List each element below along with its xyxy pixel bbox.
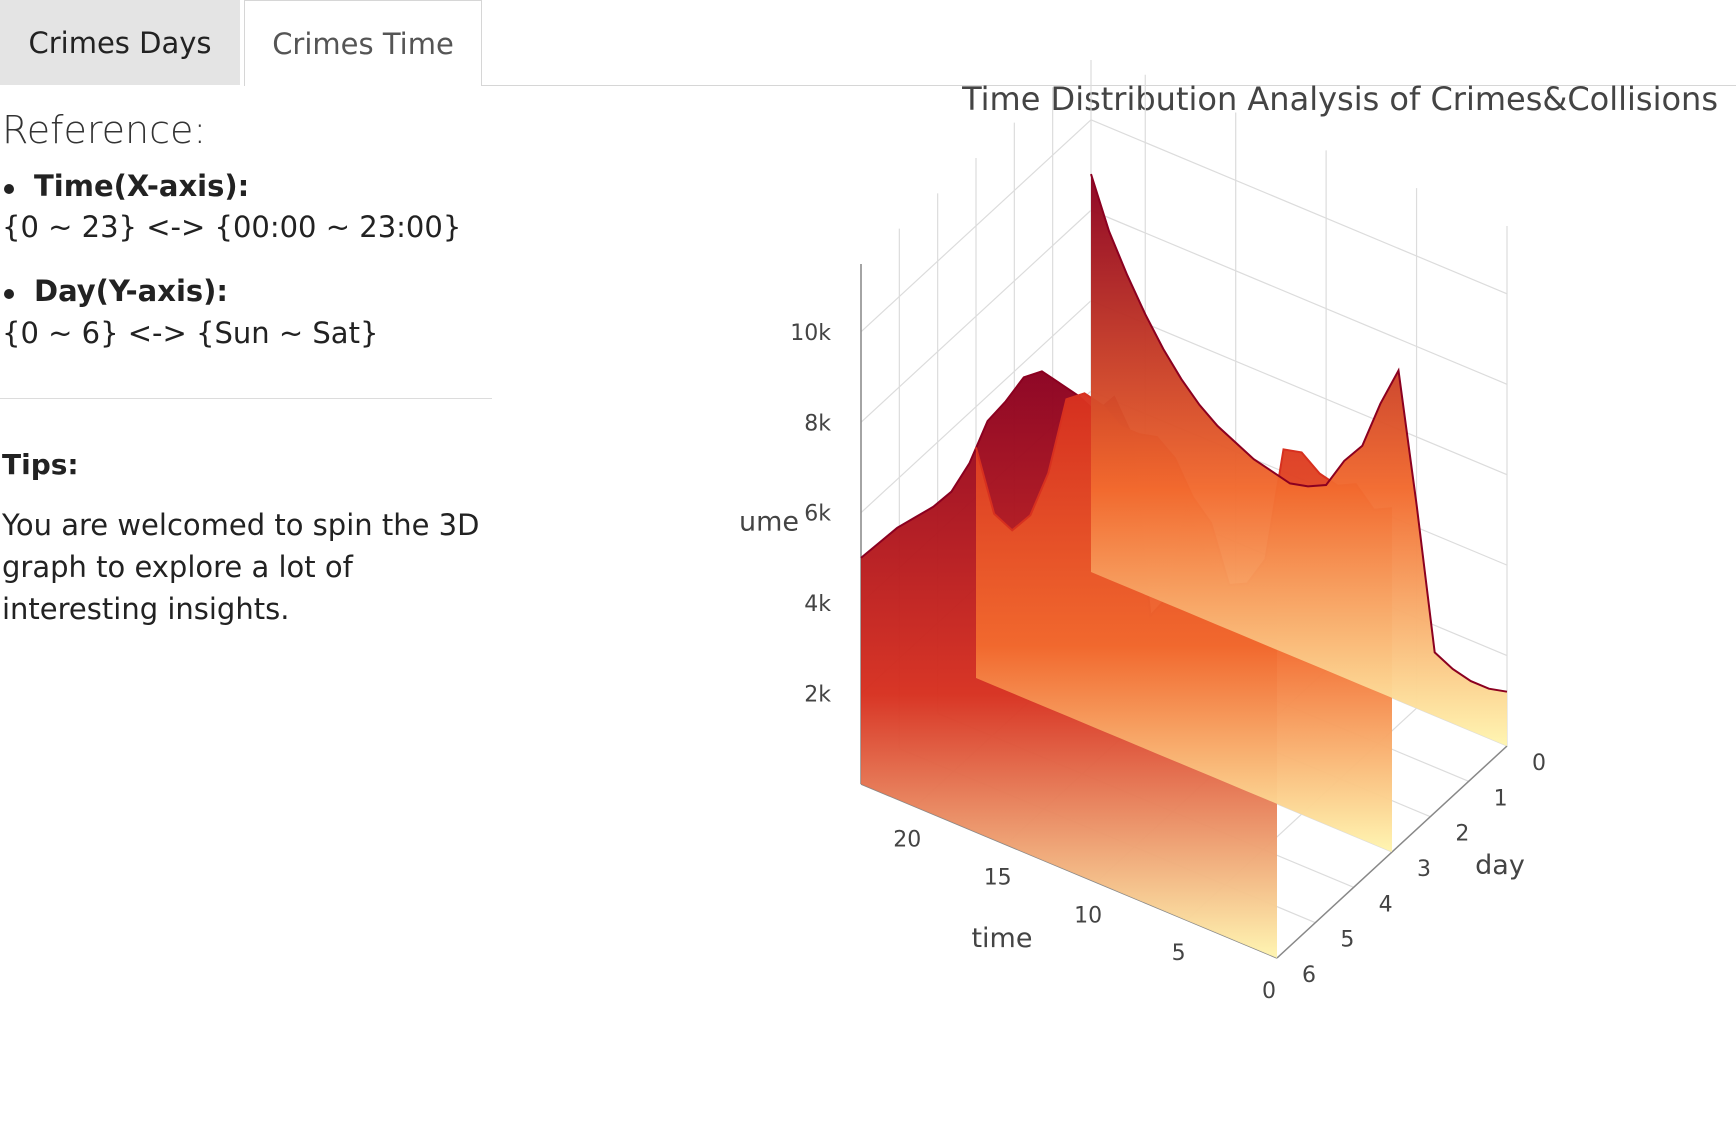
day-tick-label: 3 [1417, 857, 1431, 882]
time-tick-label: 5 [1172, 941, 1186, 966]
time-axis-mapping: {0 ~ 23} <-> {00:00 ~ 23:00} [2, 210, 462, 244]
tips-text: You are welcomed to spin the 3D graph to… [2, 508, 480, 626]
day-tick-label: 6 [1302, 963, 1316, 988]
volume-tick-label: 8k [804, 411, 831, 436]
divider [0, 398, 492, 399]
surface-ridge-edge [1090, 173, 1508, 693]
time-tick-label: 15 [984, 866, 1012, 891]
time-tick-label: 20 [893, 828, 921, 853]
surface-ridge [1091, 174, 1507, 747]
tab-crimes-time[interactable]: Crimes Time [244, 0, 482, 86]
surface-chart[interactable]: Time Distribution Analysis of Crimes&Col… [740, 60, 1736, 1136]
volume-tick-label: 10k [790, 321, 831, 346]
chart-title: Time Distribution Analysis of Crimes&Col… [962, 80, 1718, 118]
tab-crimes-days[interactable]: Crimes Days [0, 0, 240, 85]
day-tick-label: 1 [1494, 786, 1508, 811]
volume-axis-title: volume [740, 507, 799, 538]
day-axis-heading: Day(Y-axis): [34, 274, 229, 308]
day-axis-mapping: {0 ~ 6} <-> {Sun ~ Sat} [2, 316, 379, 350]
tab-bar: Crimes Days Crimes Time [0, 0, 1736, 86]
time-tick-label: 10 [1074, 903, 1102, 928]
time-axis-heading: Time(X-axis): [34, 169, 250, 203]
day-axis-title: day [1475, 850, 1525, 881]
tab-divider [482, 85, 1736, 86]
volume-tick-label: 4k [804, 592, 831, 617]
chart-plot-area[interactable]: 2k4k6k8k10k051015200123456timedayvolume [740, 60, 1736, 1136]
time-tick-label: 0 [1262, 979, 1276, 1004]
time-axis-title: time [971, 923, 1032, 954]
volume-tick-label: 6k [804, 502, 831, 527]
grid-line [860, 119, 1508, 333]
day-tick-label: 5 [1340, 928, 1354, 953]
day-tick-label: 2 [1455, 822, 1469, 847]
reference-title: Reference: [2, 108, 207, 152]
bullet-icon [4, 184, 14, 194]
bullet-icon [4, 289, 14, 299]
volume-tick-label: 2k [804, 683, 831, 708]
day-tick-label: 0 [1532, 751, 1546, 776]
day-tick-label: 4 [1379, 892, 1393, 917]
tips-title: Tips: [2, 448, 79, 481]
